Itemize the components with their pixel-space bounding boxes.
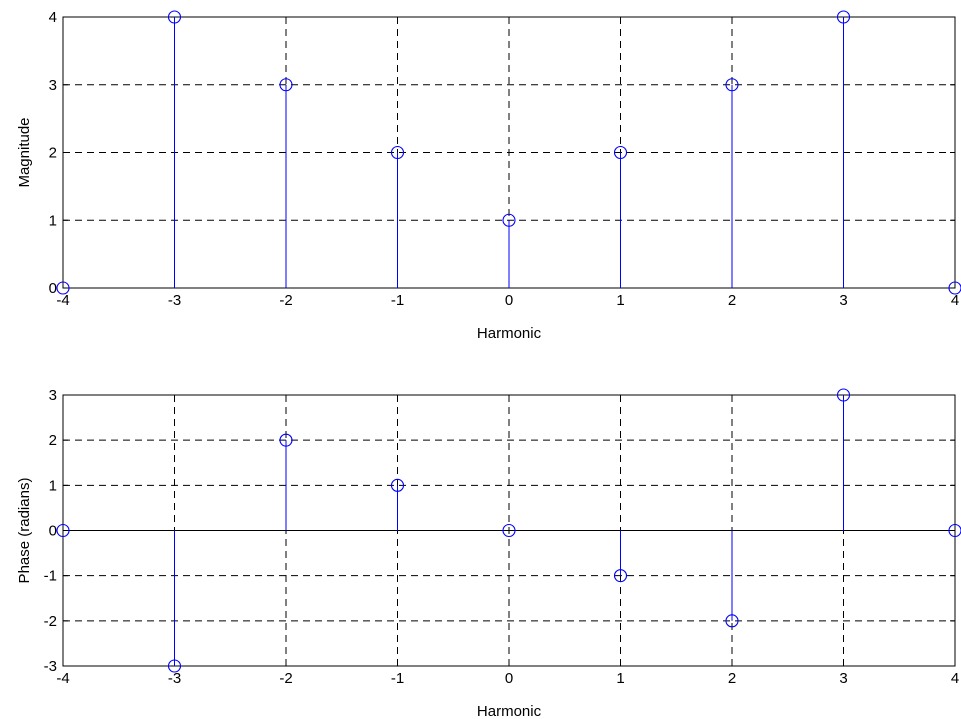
magnitude-x-tick-label: 0	[505, 292, 513, 309]
phase-stem-marker	[502, 523, 516, 538]
phase-x-tick-label: 1	[616, 670, 624, 687]
magnitude-y-tick-label: 1	[49, 212, 57, 229]
magnitude-y-axis-label: Magnitude	[16, 117, 33, 187]
magnitude-stem-marker	[167, 10, 182, 24]
phase-stem-marker	[613, 569, 628, 583]
magnitude-stem-marker	[279, 78, 293, 92]
magnitude-x-tick-label: -4	[56, 292, 69, 309]
phase-y-tick-label: 3	[49, 387, 57, 404]
magnitude-x-axis-label: Harmonic	[477, 325, 542, 342]
phase-y-axis-label: Phase (radians)	[16, 478, 33, 584]
phase-y-tick-label: -2	[44, 613, 57, 630]
phase-y-tick-label: -1	[44, 568, 57, 585]
phase-x-tick-label: -3	[168, 670, 181, 687]
magnitude-x-tick-label: -1	[391, 292, 404, 309]
magnitude-y-tick-label: 2	[49, 145, 57, 162]
magnitude-stem-marker	[725, 78, 739, 92]
phase-y-tick-label: 2	[49, 432, 57, 449]
magnitude-stem-marker	[502, 213, 516, 227]
phase-stem-marker	[279, 433, 293, 447]
magnitude-stem-marker	[948, 281, 961, 295]
phase-stem-marker	[948, 523, 961, 538]
phase-x-tick-label: -2	[279, 670, 292, 687]
phase-x-tick-label: 0	[505, 670, 513, 687]
phase-x-tick-label: 3	[839, 670, 847, 687]
magnitude-x-tick-label: 4	[951, 292, 959, 309]
magnitude-x-tick-label: 2	[728, 292, 736, 309]
magnitude-x-tick-label: -3	[168, 292, 181, 309]
phase-stem-marker	[56, 523, 70, 538]
phase-x-axis-label: Harmonic	[477, 703, 542, 719]
magnitude-stem-marker	[613, 145, 628, 160]
phase-stem-marker	[725, 614, 739, 628]
phase-x-tick-label: 4	[951, 670, 959, 687]
magnitude-x-tick-label: 3	[839, 292, 847, 309]
magnitude-x-tick-label: -2	[279, 292, 292, 309]
phase-y-tick-label: -3	[44, 658, 57, 675]
magnitude-stem-marker	[56, 281, 70, 295]
magnitude-y-tick-label: 4	[49, 9, 57, 26]
phase-stem-marker	[390, 478, 405, 492]
magnitude-stem-marker	[836, 10, 851, 24]
phase-x-tick-label: -4	[56, 670, 69, 687]
magnitude-x-tick-label: 1	[616, 292, 624, 309]
magnitude-y-tick-label: 3	[49, 77, 57, 94]
phase-stem-marker	[836, 388, 851, 402]
phase-y-tick-label: 0	[49, 523, 57, 540]
magnitude-y-tick-label: 0	[49, 280, 57, 297]
magnitude-stem-marker	[390, 145, 405, 160]
phase-x-tick-label: -1	[391, 670, 404, 687]
phase-x-tick-label: 2	[728, 670, 736, 687]
magnitude-plot: -4 -3 -2 -1 0 1 2 3 4 0 1 2 3 4 Harmonic Magnitude	[16, 9, 961, 342]
phase-stem-marker	[167, 659, 182, 673]
phase-y-tick-label: 1	[49, 477, 57, 494]
